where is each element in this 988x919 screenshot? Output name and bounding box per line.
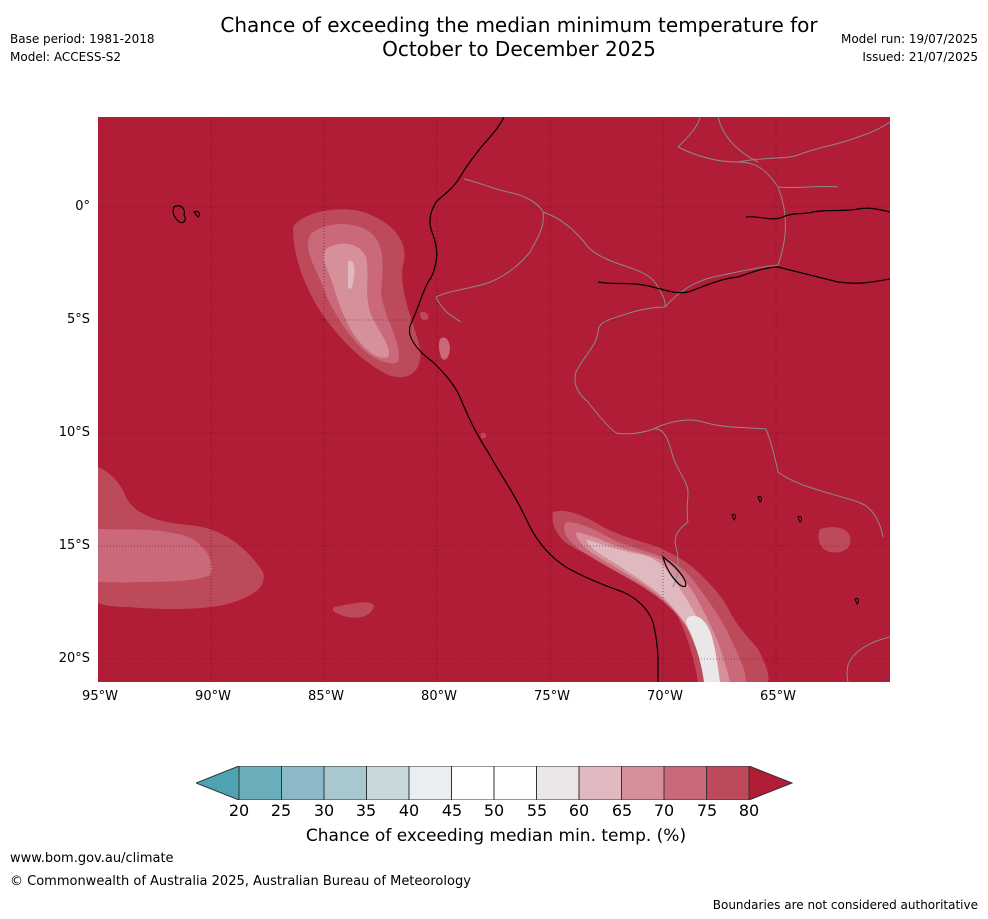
lat-label-0: 0° xyxy=(75,199,90,214)
colorbar-segment xyxy=(663,766,707,800)
colorbar-segment xyxy=(493,766,537,800)
colorbar-segment xyxy=(323,766,367,800)
colorbar-segment xyxy=(366,766,410,800)
minor-anomaly-spots xyxy=(420,311,487,439)
lon-label-65w: 65°W xyxy=(760,689,796,704)
lon-label-90w: 90°W xyxy=(195,689,231,704)
colorbar-segment xyxy=(578,766,622,800)
colorbar-tick-70: 70 xyxy=(653,801,675,820)
country-boundaries xyxy=(435,117,890,682)
colorbar-segment xyxy=(238,766,282,800)
issued-date: Issued: 21/07/2025 xyxy=(862,50,978,64)
meta-left: Base period: 1981-2018 Model: ACCESS-S2 xyxy=(10,30,155,66)
lat-label-15s: 15°S xyxy=(58,538,90,553)
colorbar-segment xyxy=(451,766,495,800)
colorbar-tick-20: 20 xyxy=(228,801,250,820)
lon-label-85w: 85°W xyxy=(308,689,344,704)
model-run: Model run: 19/07/2025 xyxy=(840,32,978,46)
colorbar-tick-75: 75 xyxy=(696,801,718,820)
colorbar-tick-80: 80 xyxy=(738,801,760,820)
offshore-anomaly-north xyxy=(293,209,421,378)
colorbar-segment xyxy=(706,766,750,800)
model-name: Model: ACCESS-S2 xyxy=(10,50,122,64)
inland-water xyxy=(731,496,859,605)
map-panel xyxy=(98,117,890,682)
base-period: Base period: 1981-2018 xyxy=(10,32,155,46)
colorbar xyxy=(196,766,794,800)
colorbar-tick-45: 45 xyxy=(441,801,463,820)
colorbar-tick-55: 55 xyxy=(526,801,548,820)
colorbar-tick-60: 60 xyxy=(568,801,590,820)
colorbar-tick-35: 35 xyxy=(355,801,377,820)
colorbar-segment xyxy=(408,766,452,800)
colorbar-segment xyxy=(281,766,325,800)
lat-label-5s: 5°S xyxy=(66,312,90,327)
grid-lines xyxy=(98,117,890,682)
lon-label-75w: 75°W xyxy=(534,689,570,704)
copyright-text: © Commonwealth of Australia 2025, Austra… xyxy=(10,874,471,889)
meta-right: Model run: 19/07/2025 Issued: 21/07/2025 xyxy=(841,30,978,66)
lat-label-10s: 10°S xyxy=(58,425,90,440)
andes-anomaly xyxy=(552,510,769,682)
map-title-line1: Chance of exceeding the median minimum t… xyxy=(220,13,818,37)
colorbar-label: Chance of exceeding median min. temp. (%… xyxy=(305,826,687,846)
colorbar-segment xyxy=(621,766,665,800)
colorbar-tick-30: 30 xyxy=(313,801,335,820)
coastlines xyxy=(172,117,890,682)
colorbar-segment xyxy=(536,766,580,800)
map-title-line2: October to December 2025 xyxy=(382,37,656,61)
colorbar-tick-65: 65 xyxy=(611,801,633,820)
lon-label-95w: 95°W xyxy=(82,689,118,704)
colorbar-segments xyxy=(238,766,750,800)
disclaimer-text: Boundaries are not considered authoritat… xyxy=(712,898,978,912)
colorbar-under-arrow xyxy=(196,766,240,800)
lat-label-20s: 20°S xyxy=(58,651,90,666)
website-link[interactable]: www.bom.gov.au/climate xyxy=(10,851,174,866)
colorbar-over-arrow xyxy=(748,766,794,800)
colorbar-tick-25: 25 xyxy=(270,801,292,820)
map-title: Chance of exceeding the median minimum t… xyxy=(0,13,988,61)
map-canvas xyxy=(98,117,890,682)
lon-label-70w: 70°W xyxy=(647,689,683,704)
colorbar-tick-50: 50 xyxy=(483,801,505,820)
colorbar-tick-40: 40 xyxy=(398,801,420,820)
lon-label-80w: 80°W xyxy=(421,689,457,704)
